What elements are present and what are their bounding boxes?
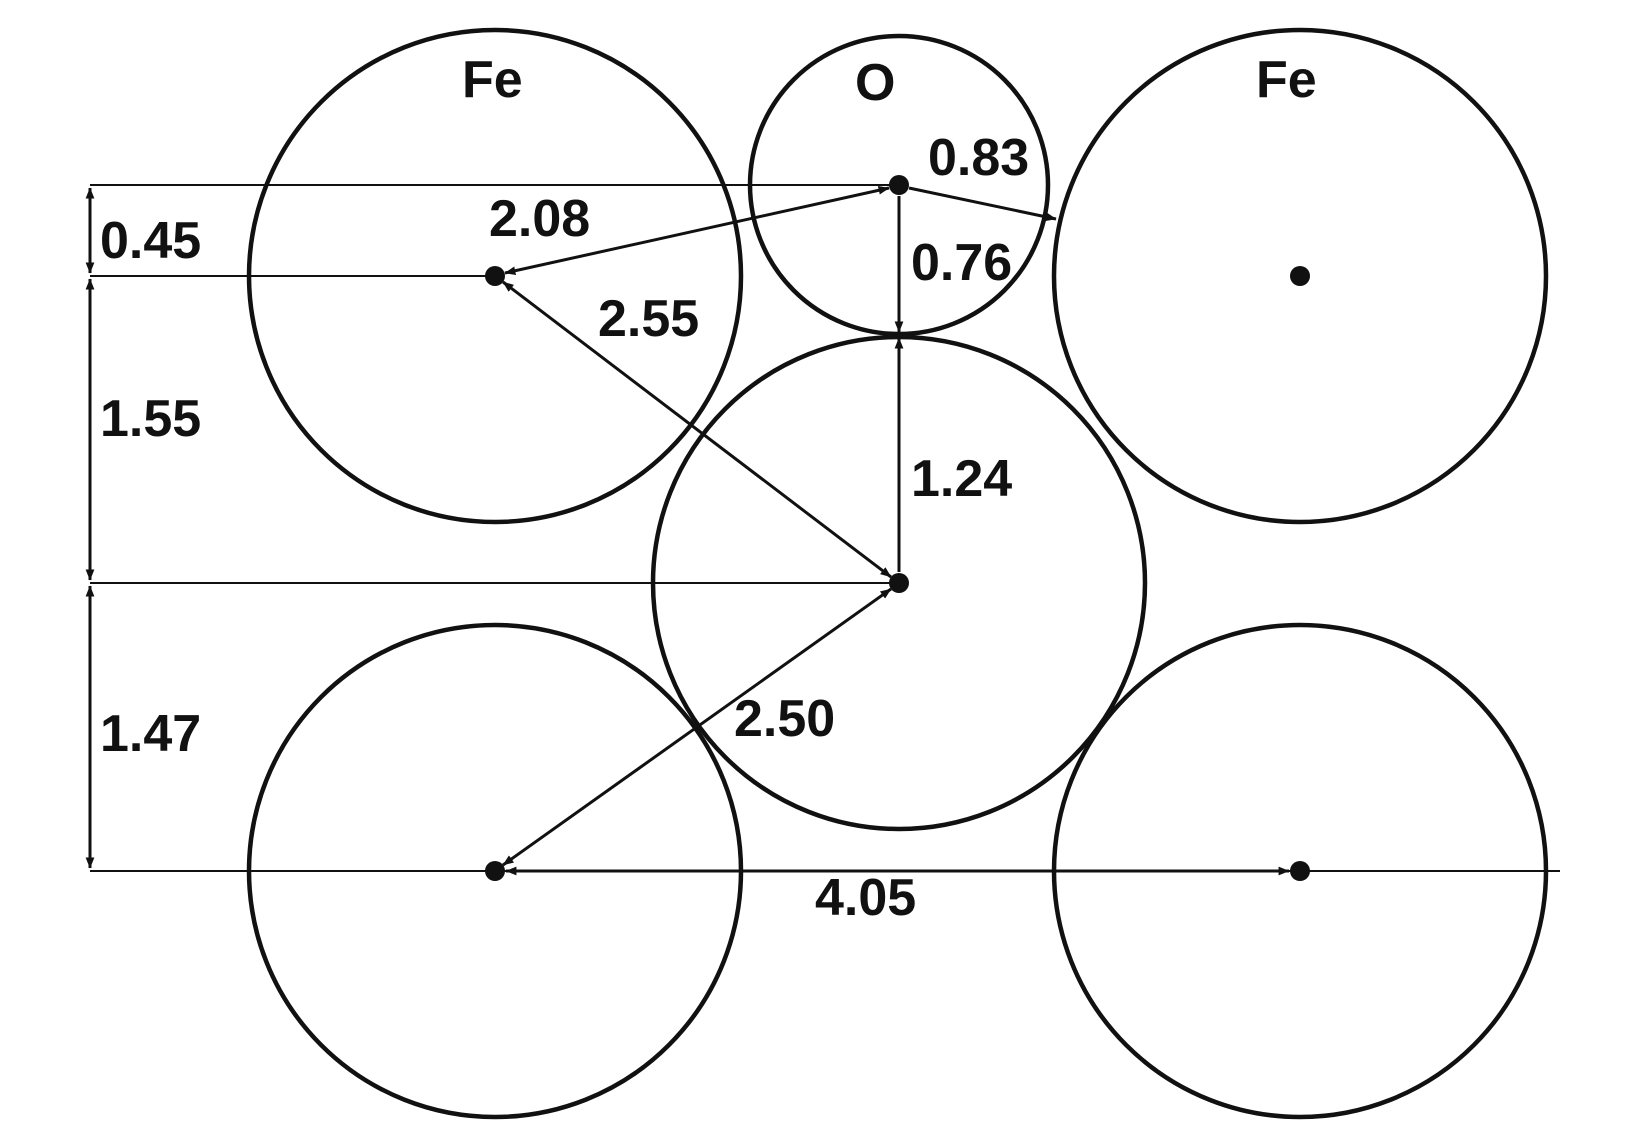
label-fe-top-left: Fe [462, 51, 523, 109]
fe-top-right-center-dot [1290, 266, 1310, 286]
center-atom-center-dot [889, 573, 909, 593]
fe-top-left-center-dot [485, 266, 505, 286]
o-top-center-dot [889, 175, 909, 195]
arrow-center-to-fe-2-50 [502, 587, 892, 867]
fe-atom-top-right [1051, 27, 1549, 525]
label-fe-top-right: Fe [1256, 51, 1317, 109]
arrow-o-to-fe-edge-0-83 [908, 186, 1057, 222]
fe-atom-top-left [246, 27, 744, 525]
arrow-fe-to-o-2-08 [504, 185, 890, 276]
fe-bottom-left-center-dot [485, 861, 505, 881]
label-1-47: 1.47 [100, 705, 201, 763]
label-4-05: 4.05 [815, 869, 916, 927]
label-2-08: 2.08 [489, 190, 590, 248]
label-2-55: 2.55 [598, 290, 699, 348]
center-atom [650, 334, 1148, 832]
label-1-24: 1.24 [911, 450, 1012, 508]
label-2-50: 2.50 [734, 690, 835, 748]
arrow-fe-to-center-2-55 [502, 280, 892, 579]
label-o-top: O [855, 54, 895, 112]
label-0-45: 0.45 [100, 212, 201, 270]
label-0-83: 0.83 [928, 129, 1029, 187]
fe-bottom-right-center-dot [1290, 861, 1310, 881]
o-atom-top [747, 33, 1051, 337]
label-1-55: 1.55 [100, 390, 201, 448]
label-0-76: 0.76 [911, 234, 1012, 292]
